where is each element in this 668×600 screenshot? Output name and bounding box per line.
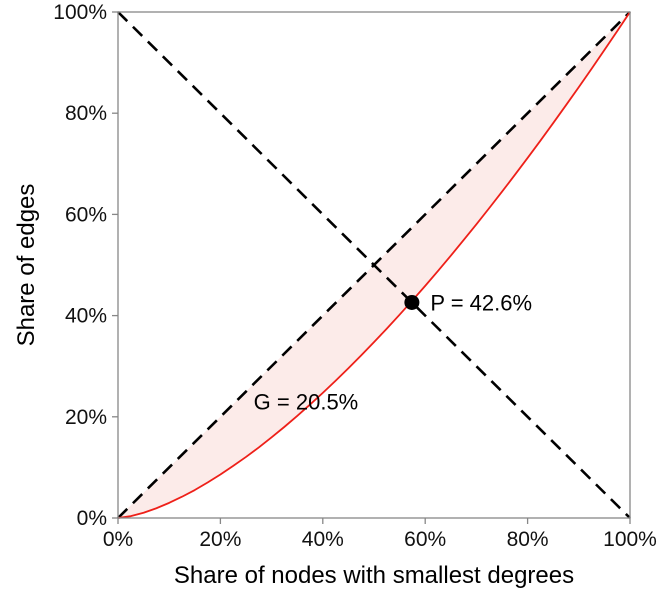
- y-tick-label: 100%: [53, 1, 107, 24]
- x-axis-label: Share of nodes with smallest degrees: [173, 562, 575, 589]
- y-axis-label: Share of edges: [13, 183, 40, 347]
- plot-frame: [117, 11, 631, 519]
- y-tick-label: 20%: [65, 406, 107, 429]
- x-tick-label: 20%: [199, 528, 241, 551]
- x-tick-label: 40%: [302, 528, 344, 551]
- x-tick-label: 60%: [404, 528, 446, 551]
- y-tick-label: 0%: [77, 507, 107, 530]
- anti-diagonal-line: [117, 11, 631, 519]
- y-tick-label: 80%: [65, 102, 107, 125]
- x-tick-label: 80%: [507, 528, 549, 551]
- x-tick-label: 0%: [103, 528, 133, 551]
- y-tick-label: 40%: [65, 305, 107, 328]
- pareto-point: [404, 294, 420, 310]
- gini-coefficient-label: G = 20.5%: [254, 390, 359, 415]
- x-tick-label: 100%: [603, 528, 657, 551]
- y-tick-label: 60%: [65, 203, 107, 226]
- pareto-point-label: P = 42.6%: [430, 290, 532, 315]
- lorenz-curve: [117, 11, 631, 519]
